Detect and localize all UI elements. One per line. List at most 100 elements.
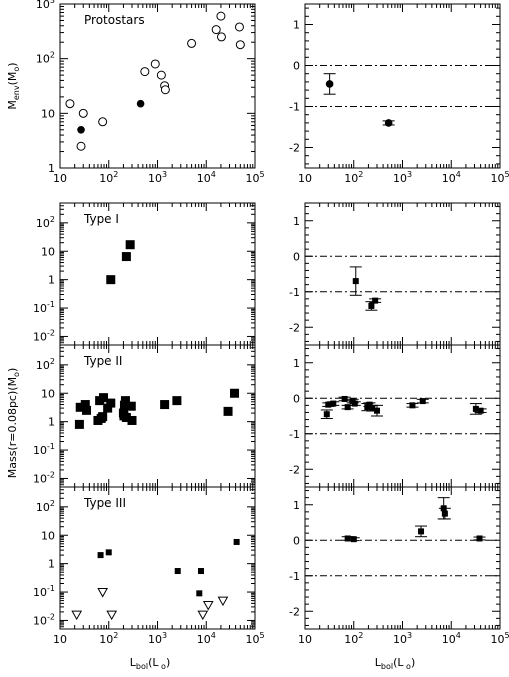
data-point-square <box>223 406 233 416</box>
data-point-square <box>127 415 137 425</box>
data-point-square <box>441 510 448 517</box>
panel-label: Type III <box>83 496 126 510</box>
y-tick-label: 10-2 <box>33 470 55 485</box>
y-label-top-sub: env <box>12 85 21 100</box>
data-point-open-circle <box>235 40 245 50</box>
x-tick-label: 105 <box>490 170 509 185</box>
x-tick-label: 102 <box>344 631 363 646</box>
y-tick-label: 0 <box>293 534 300 547</box>
x-tick-label: 103 <box>393 631 412 646</box>
y-tick-label: 10-1 <box>33 300 55 315</box>
y-tick-label: -1 <box>289 101 300 114</box>
panel-type1-right <box>304 202 501 346</box>
data-point-square <box>80 400 90 410</box>
panel-label: Type I <box>83 212 119 226</box>
panel-type3-left: Type III <box>59 486 256 630</box>
data-point-triangle <box>197 610 209 621</box>
data-point-triangle <box>97 588 109 598</box>
y-tick-label: 1 <box>48 274 55 287</box>
data-point-square <box>366 401 373 408</box>
plot-frame <box>304 486 501 630</box>
data-point-square <box>120 396 130 406</box>
data-point-square <box>121 413 131 423</box>
y-tick-label: 102 <box>36 499 55 514</box>
y-tick-label: -2 <box>289 321 300 334</box>
data-point-open-circle <box>234 22 244 32</box>
data-point-square <box>350 536 357 543</box>
x-tick-label: 104 <box>442 170 461 185</box>
y-tick-label: 10 <box>41 245 55 258</box>
y-tick-label: 10 <box>41 529 55 542</box>
data-point-square <box>418 528 425 535</box>
data-point-filled-circle <box>325 80 334 88</box>
data-point-square <box>174 568 181 575</box>
data-point-square <box>196 590 203 597</box>
panel-label: Type II <box>83 354 122 368</box>
data-point-square <box>369 405 376 412</box>
data-point-square <box>323 411 330 418</box>
data-point-square <box>325 401 332 408</box>
plot-frame <box>304 3 501 169</box>
data-point-square <box>476 535 483 542</box>
x-tick-label: 103 <box>393 170 412 185</box>
data-point-square <box>230 388 240 398</box>
y-tick-label: -2 <box>289 463 300 476</box>
data-point-filled-circle <box>384 119 393 127</box>
y-tick-label: 10-2 <box>33 612 55 627</box>
data-point-open-circle <box>187 38 197 48</box>
data-point-square <box>74 419 84 429</box>
data-point-open-circle <box>216 11 226 21</box>
data-point-square <box>125 240 135 250</box>
y-label-top-main: M <box>6 100 19 110</box>
x-tick-label: 104 <box>197 170 216 185</box>
y-tick-label: 1 <box>48 162 55 175</box>
data-point-filled-circle <box>77 125 85 134</box>
data-point-open-circle <box>211 25 221 35</box>
panel-type1-left: Type I <box>59 202 256 346</box>
data-point-square <box>98 412 108 422</box>
y-tick-label: 102 <box>36 51 55 66</box>
data-point-square <box>368 302 375 309</box>
data-point-square <box>106 275 116 285</box>
data-point-open-circle <box>65 99 75 109</box>
y-tick-label: 1 <box>293 215 300 228</box>
data-point-square <box>351 400 358 407</box>
data-point-open-circle <box>140 67 150 77</box>
plot-frame <box>59 3 256 169</box>
data-point-square <box>119 400 129 410</box>
data-point-square <box>344 404 351 411</box>
data-point-square <box>409 402 416 409</box>
x-tick-label: 105 <box>245 170 264 185</box>
panel-protostars-right <box>304 3 501 169</box>
y-tick-label: 0 <box>293 60 300 73</box>
panel-protostars-left: Protostars <box>59 3 256 169</box>
x-tick-label: 104 <box>442 631 461 646</box>
x-tick-label: 10 <box>53 172 67 185</box>
data-point-square <box>419 398 426 405</box>
y-tick-label: 10 <box>41 107 55 120</box>
data-point-triangle <box>202 600 214 611</box>
x-tick-label: 103 <box>148 631 167 646</box>
y-tick-label: 1 <box>293 19 300 32</box>
y-tick-label: 10 <box>41 387 55 400</box>
y-tick-label: -2 <box>289 142 300 155</box>
data-point-filled-circle <box>136 99 145 108</box>
data-point-triangle <box>71 610 83 621</box>
y-tick-label: -1 <box>289 570 300 583</box>
panel-label: Protostars <box>84 13 145 27</box>
data-point-square <box>98 393 108 403</box>
data-point-triangle <box>106 610 118 621</box>
y-tick-label: 10-1 <box>33 442 55 457</box>
x-tick-label: 104 <box>197 631 216 646</box>
data-point-open-circle <box>160 85 170 95</box>
y-tick-label: 1 <box>48 416 55 429</box>
data-point-square <box>121 252 131 262</box>
y-axis-label-top: Menv(Mo) <box>6 62 21 109</box>
y-tick-label: 0 <box>293 392 300 405</box>
y-tick-label: 102 <box>36 357 55 372</box>
y-tick-label: -1 <box>289 428 300 441</box>
data-point-square <box>97 552 104 559</box>
y-tick-label: 1 <box>293 499 300 512</box>
